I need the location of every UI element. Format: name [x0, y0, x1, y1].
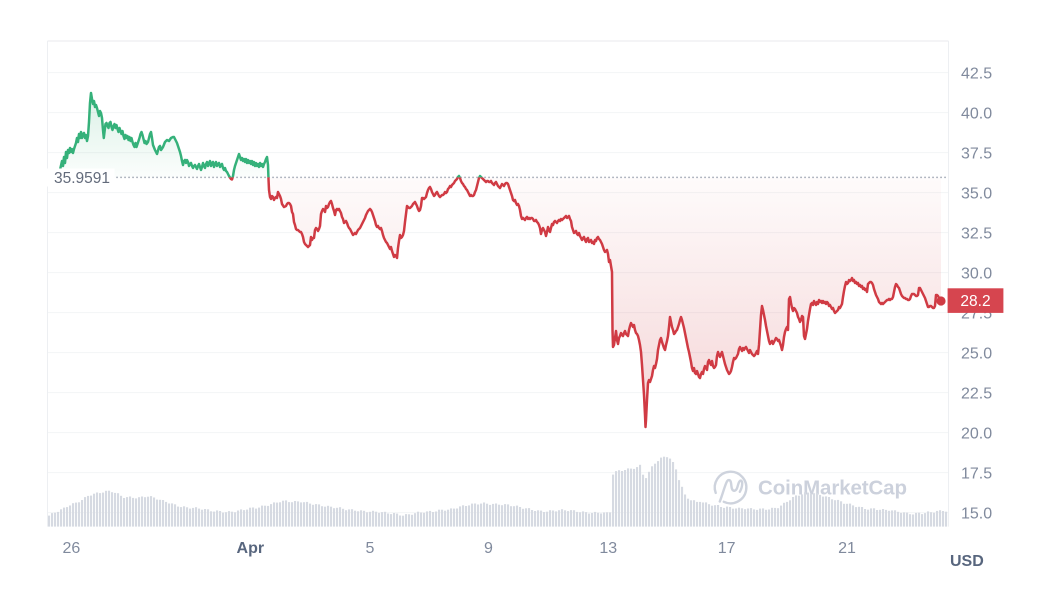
svg-text:35.0: 35.0 — [961, 185, 992, 202]
svg-text:35.9591: 35.9591 — [54, 170, 110, 187]
svg-text:5: 5 — [366, 540, 375, 557]
svg-text:USD: USD — [950, 553, 984, 570]
svg-text:21: 21 — [838, 540, 856, 557]
svg-text:32.5: 32.5 — [961, 225, 992, 242]
svg-text:CoinMarketCap: CoinMarketCap — [758, 477, 907, 500]
svg-text:30.0: 30.0 — [961, 265, 992, 282]
svg-text:37.5: 37.5 — [961, 145, 992, 162]
svg-text:42.5: 42.5 — [961, 65, 992, 82]
svg-text:13: 13 — [599, 540, 617, 557]
svg-text:25.0: 25.0 — [961, 345, 992, 362]
svg-text:22.5: 22.5 — [961, 385, 992, 402]
svg-text:17.5: 17.5 — [961, 465, 992, 482]
svg-text:9: 9 — [484, 540, 493, 557]
svg-text:17: 17 — [718, 540, 736, 557]
svg-text:26: 26 — [63, 540, 81, 557]
svg-text:Apr: Apr — [237, 540, 265, 557]
svg-text:40.0: 40.0 — [961, 105, 992, 122]
svg-text:15.0: 15.0 — [961, 505, 992, 522]
svg-text:20.0: 20.0 — [961, 425, 992, 442]
svg-text:28.2: 28.2 — [960, 293, 990, 310]
